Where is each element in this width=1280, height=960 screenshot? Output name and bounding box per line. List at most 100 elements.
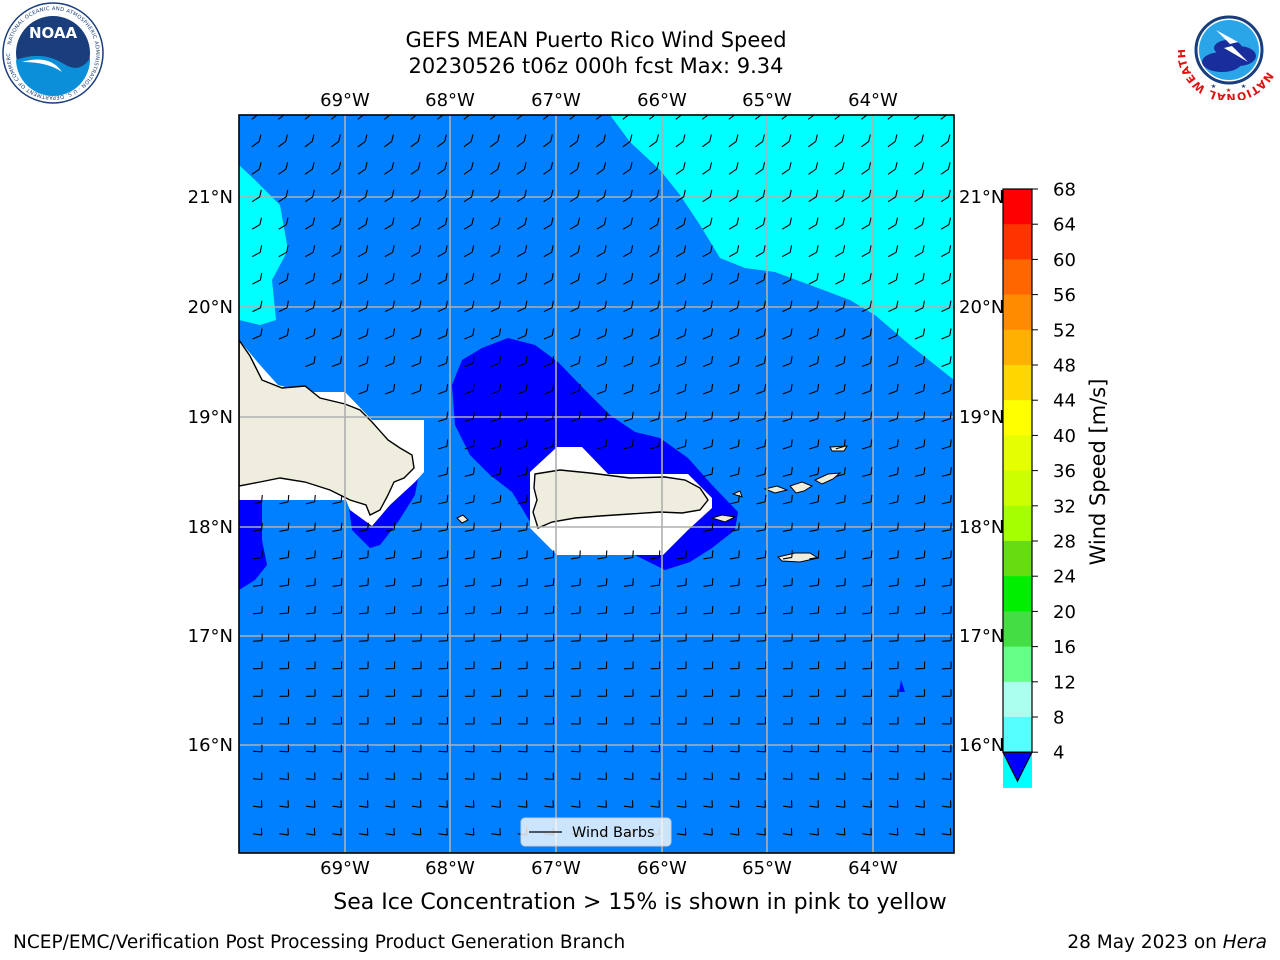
wind-barb [676, 272, 687, 285]
wind-barb [305, 522, 316, 532]
colorbar-segment [1003, 329, 1032, 366]
wind-barb [782, 356, 793, 368]
wind-barb [305, 578, 316, 587]
wind-barb [597, 661, 608, 670]
contour-below-4-west-edge [239, 495, 267, 590]
wind-barb [623, 578, 634, 587]
wind-barb [703, 800, 713, 808]
wind-barb [384, 272, 395, 285]
wind-barb [278, 245, 289, 258]
wind-barb [357, 134, 368, 148]
wind-barb [755, 328, 767, 340]
wind-barb [570, 328, 581, 340]
wind-barb [437, 245, 448, 258]
wind-barb [623, 328, 634, 340]
wind-barb [781, 189, 792, 203]
wind-barb [464, 245, 475, 258]
wind-barb [888, 800, 899, 808]
wind-barb [383, 115, 391, 120]
wind-barb [676, 300, 687, 313]
wind-barb [649, 356, 661, 368]
wind-barb [516, 217, 528, 230]
wind-barb [888, 605, 899, 615]
wind-barb [358, 633, 369, 642]
wind-barb [834, 115, 842, 120]
wind-barb [464, 689, 475, 697]
wind-barb [756, 716, 767, 725]
wind-barb [358, 605, 369, 615]
wind-barb [438, 828, 448, 836]
lon-label-bottom-3: 67°W [531, 858, 581, 879]
wind-barb [305, 300, 316, 313]
wind-barb [437, 356, 449, 368]
wind-barb [941, 439, 952, 450]
wind-barb [358, 689, 369, 697]
wind-barb [915, 744, 926, 753]
wind-barb [782, 828, 793, 836]
colorbar-tick-label: 24 [1053, 567, 1076, 588]
wind-barb [887, 162, 898, 175]
wind-barb [887, 189, 898, 203]
wind-barb [491, 716, 502, 725]
wind-barb [331, 272, 342, 285]
wind-barb [862, 494, 873, 505]
colorbar-segment [1003, 576, 1032, 612]
wind-barb [703, 716, 714, 725]
wind-barb [888, 411, 899, 423]
wind-barb [861, 134, 871, 148]
wind-barb [438, 772, 448, 781]
wind-barb [358, 550, 369, 560]
wind-barb [279, 828, 289, 836]
wind-barb [596, 328, 608, 340]
wind-barb [411, 550, 422, 560]
legend-label: Wind Barbs [572, 825, 655, 841]
wind-barb [782, 245, 793, 258]
wind-barb [411, 494, 422, 505]
wind-barb [464, 800, 475, 808]
wind-barb [862, 522, 873, 532]
wind-barb [544, 439, 555, 450]
wind-barb [279, 772, 289, 781]
wind-barb [861, 356, 873, 368]
wind-barb [410, 162, 421, 175]
wind-barb [729, 661, 740, 670]
wind-barb [278, 300, 289, 313]
wind-barb [464, 605, 475, 615]
wind-barb [570, 411, 581, 423]
wind-barb [702, 134, 712, 148]
wind-barb [385, 800, 395, 808]
wind-barb [358, 356, 369, 368]
wind-barb [491, 467, 502, 477]
wind-barb [490, 328, 502, 340]
wind-barb [464, 300, 475, 313]
wind-barb [782, 550, 793, 560]
wind-barb [410, 134, 421, 148]
wind-barb [411, 356, 422, 368]
wind-barb [623, 661, 634, 670]
colorbar-tick-label: 56 [1053, 285, 1076, 306]
wind-barb [332, 522, 343, 532]
wind-barb [809, 800, 819, 808]
wind-barb [305, 800, 316, 808]
wind-barb [252, 633, 263, 642]
wind-barb [941, 828, 952, 836]
wind-barb [595, 115, 603, 120]
wind-barb [835, 689, 846, 697]
wind-barb [754, 115, 762, 120]
wind-barb [543, 328, 555, 340]
wind-barb [623, 800, 634, 808]
wind-barb [808, 134, 818, 148]
wind-barb [358, 772, 369, 781]
colorbar-segment [1003, 470, 1032, 507]
wind-barb [782, 272, 793, 285]
lon-label-top-4: 66°W [637, 90, 687, 111]
wind-barb [676, 439, 687, 450]
wind-barb [782, 633, 793, 642]
wind-barb [438, 550, 449, 560]
wind-barb [411, 300, 422, 313]
lat-label-left-5: 17°N [188, 626, 233, 647]
wind-barb [385, 661, 396, 670]
wind-barb [517, 439, 528, 450]
wind-barb [756, 522, 767, 532]
wind-barb [490, 162, 501, 175]
